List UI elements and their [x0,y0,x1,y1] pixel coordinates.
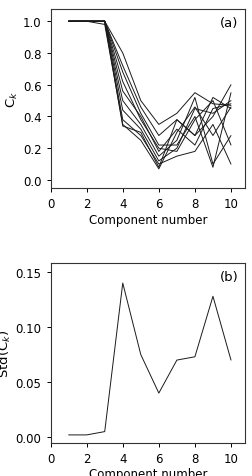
Text: (b): (b) [219,271,238,284]
Y-axis label: C$_k$: C$_k$ [5,90,20,108]
Text: (a): (a) [219,17,238,30]
Y-axis label: Std(C$_k$): Std(C$_k$) [0,329,13,377]
X-axis label: Component number: Component number [88,467,206,476]
X-axis label: Component number: Component number [88,213,206,226]
